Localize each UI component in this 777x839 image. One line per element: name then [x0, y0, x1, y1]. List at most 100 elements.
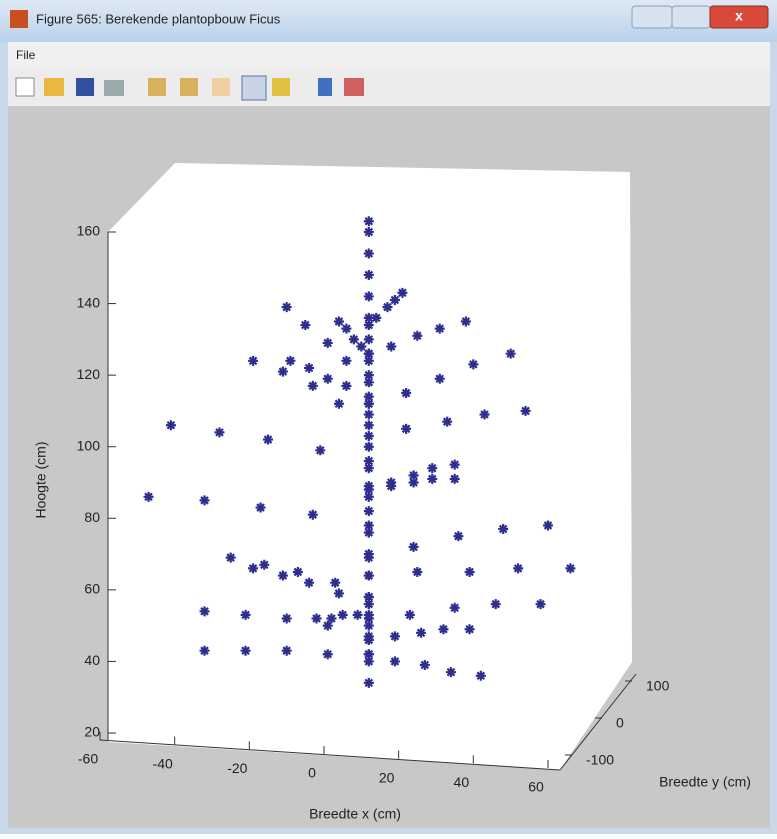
- data-point: [277, 366, 288, 377]
- tool-datacursor[interactable]: [272, 78, 290, 96]
- data-point: [363, 649, 374, 660]
- data-point: [416, 627, 427, 638]
- data-point: [341, 355, 352, 366]
- data-point: [389, 631, 400, 642]
- y-axis-line: [559, 673, 637, 771]
- z-tick-label: 100: [77, 437, 101, 453]
- data-point: [363, 227, 374, 237]
- data-point: [248, 563, 259, 574]
- data-point: [543, 520, 553, 531]
- data-point: [363, 269, 374, 280]
- tool-rotate[interactable]: [241, 75, 267, 101]
- menu-item[interactable]: File: [16, 48, 36, 62]
- z-tick-label: 40: [84, 652, 100, 668]
- maximize-button[interactable]: [671, 5, 711, 29]
- data-point: [412, 566, 423, 577]
- tool-zoom-in[interactable]: [148, 78, 166, 96]
- data-point: [363, 312, 374, 323]
- data-point: [322, 620, 333, 631]
- data-point: [434, 373, 445, 384]
- tool-open[interactable]: [44, 78, 64, 96]
- data-point: [277, 570, 288, 581]
- data-point: [255, 502, 266, 513]
- tool-save[interactable]: [76, 78, 94, 96]
- tool-zoom-out[interactable]: [180, 78, 198, 96]
- data-point: [363, 599, 374, 610]
- data-point: [363, 592, 374, 603]
- data-point: [363, 463, 374, 474]
- data-point: [408, 470, 419, 481]
- x-axis-label: Breedte x (cm): [309, 806, 401, 822]
- data-point: [363, 609, 374, 620]
- data-point: [259, 559, 270, 570]
- data-point: [363, 527, 374, 538]
- toolbar-icons: [15, 75, 364, 101]
- data-point: [199, 495, 210, 506]
- data-point: [363, 552, 374, 563]
- data-point: [535, 599, 546, 610]
- z-tick-label: 20: [84, 724, 100, 740]
- data-point: [363, 620, 374, 631]
- data-point: [352, 609, 363, 620]
- app-icon: [10, 10, 28, 28]
- data-point: [464, 624, 475, 635]
- minimize-button[interactable]: [631, 5, 673, 29]
- toolbar: [8, 68, 770, 106]
- data-point: [498, 524, 509, 535]
- data-point: [468, 359, 479, 370]
- data-point: [333, 398, 344, 409]
- data-point: [363, 631, 374, 642]
- data-point: [363, 420, 374, 431]
- z-tick-label: 80: [84, 509, 100, 525]
- data-point: [341, 323, 352, 334]
- data-point: [363, 456, 374, 467]
- data-point: [408, 477, 419, 488]
- data-point: [330, 577, 341, 588]
- data-point: [285, 355, 296, 366]
- tool-colorbar[interactable]: [318, 78, 332, 96]
- data-point: [363, 506, 374, 517]
- data-point: [386, 477, 397, 488]
- x-tick-label: 60: [528, 779, 544, 795]
- tool-pan[interactable]: [212, 78, 230, 96]
- data-point: [565, 563, 576, 574]
- tool-print[interactable]: [104, 80, 124, 96]
- x-tick-label: 20: [379, 769, 395, 785]
- data-point: [240, 609, 251, 620]
- data-point: [404, 609, 415, 620]
- data-point: [438, 624, 449, 635]
- data-point: [490, 599, 501, 610]
- data-point: [412, 330, 423, 341]
- data-point: [363, 334, 374, 345]
- data-point: [348, 334, 359, 345]
- z-tick-label: 140: [77, 294, 101, 310]
- data-point: [225, 552, 236, 563]
- data-point: [363, 370, 374, 381]
- data-point: [322, 337, 333, 348]
- data-point: [513, 563, 524, 574]
- data-point: [464, 566, 475, 577]
- data-point: [337, 609, 348, 620]
- data-point: [401, 423, 412, 434]
- data-point: [475, 670, 486, 681]
- data-point: [449, 473, 460, 484]
- data-point: [322, 373, 333, 384]
- data-point: [363, 398, 374, 409]
- data-point: [322, 649, 333, 660]
- z-axis-label: Hoogte (cm): [33, 441, 49, 518]
- data-point: [389, 656, 400, 667]
- close-button[interactable]: [709, 5, 769, 29]
- data-point: [341, 380, 352, 391]
- data-point: [449, 459, 460, 470]
- data-point: [363, 377, 374, 388]
- y-tick-label: -100: [586, 752, 614, 768]
- data-point: [363, 391, 374, 402]
- tool-new[interactable]: [15, 77, 35, 97]
- data-point: [363, 355, 374, 366]
- menu-bar: [8, 42, 770, 68]
- data-point: [363, 656, 374, 667]
- data-point: [363, 409, 374, 420]
- tool-legend[interactable]: [344, 78, 364, 96]
